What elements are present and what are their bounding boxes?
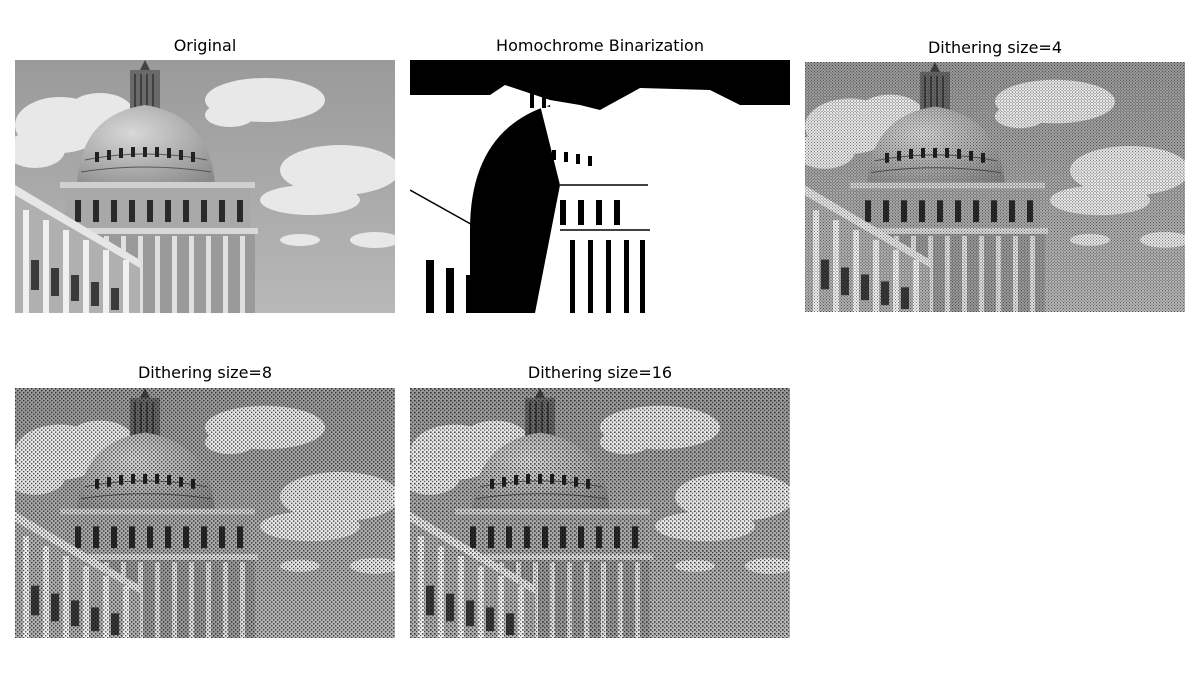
panel-title-dithering-16: Dithering size=16	[527, 363, 673, 382]
panel-title-original: Original	[173, 36, 237, 55]
image-dithering-16	[410, 388, 790, 638]
panel-title-binarization: Homochrome Binarization	[496, 36, 704, 55]
image-original	[15, 60, 395, 313]
image-binarization	[410, 60, 790, 313]
panel-title-dithering-8: Dithering size=8	[137, 363, 273, 382]
panel-title-dithering-4: Dithering size=4	[927, 38, 1063, 57]
image-dithering-8	[15, 388, 395, 638]
image-dithering-4	[805, 62, 1185, 312]
